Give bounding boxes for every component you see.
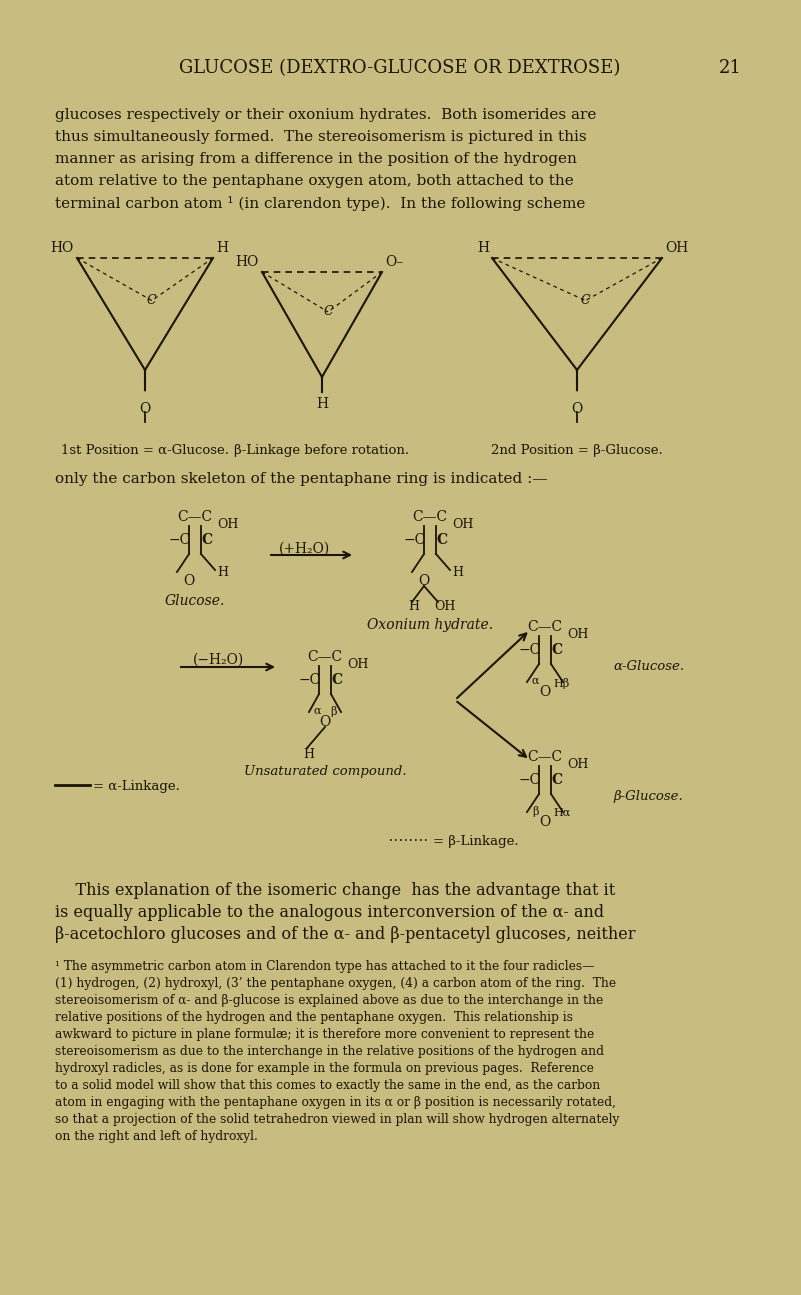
Text: H: H [408, 600, 419, 613]
Text: relative positions of the hydrogen and the pentaphane oxygen.  This relationship: relative positions of the hydrogen and t… [55, 1011, 573, 1024]
Text: β: β [330, 706, 336, 717]
Text: C: C [147, 294, 157, 307]
Text: H: H [452, 566, 463, 579]
Text: GLUCOSE (DEXTRO-GLUCOSE OR DEXTROSE): GLUCOSE (DEXTRO-GLUCOSE OR DEXTROSE) [179, 60, 621, 76]
Text: C—C: C—C [308, 650, 343, 664]
Text: β-Glucose.: β-Glucose. [613, 790, 682, 803]
Text: stereoisomerism of α- and β-glucose is explained above as due to the interchange: stereoisomerism of α- and β-glucose is e… [55, 995, 603, 1008]
Text: This explanation of the isomeric change  has the advantage that it: This explanation of the isomeric change … [55, 882, 615, 899]
Text: (1) hydrogen, (2) hydroxyl, (3’ the pentaphane oxygen, (4) a carbon atom of the : (1) hydrogen, (2) hydroxyl, (3’ the pent… [55, 976, 616, 989]
Text: C—C: C—C [527, 750, 562, 764]
Text: Glucose.: Glucose. [165, 594, 225, 607]
Text: β-Linkage before rotation.: β-Linkage before rotation. [235, 444, 409, 457]
Text: H: H [304, 749, 315, 761]
Text: terminal carbon atom ¹ (in clarendon type).  In the following scheme: terminal carbon atom ¹ (in clarendon typ… [55, 196, 586, 211]
Text: β-acetochloro glucoses and of the α- and β-pentacetyl glucoses, neither: β-acetochloro glucoses and of the α- and… [55, 926, 635, 943]
Text: C: C [551, 773, 562, 787]
Text: 2nd Position = β-Glucose.: 2nd Position = β-Glucose. [491, 444, 663, 457]
Text: −C: −C [404, 534, 426, 546]
Text: C: C [551, 644, 562, 657]
Text: C—C: C—C [413, 510, 448, 524]
Text: 1st Position = α-Glucose.: 1st Position = α-Glucose. [61, 444, 229, 457]
Text: (+H₂O): (+H₂O) [280, 543, 331, 556]
Text: β: β [533, 805, 539, 817]
Text: O: O [183, 574, 195, 588]
Text: H: H [316, 398, 328, 411]
Text: is equally applicable to the analogous interconversion of the α- and: is equally applicable to the analogous i… [55, 904, 604, 921]
Text: C: C [323, 306, 332, 319]
Text: C—C: C—C [527, 620, 562, 635]
Text: glucoses respectively or their oxonium hydrates.  Both isomerides are: glucoses respectively or their oxonium h… [55, 107, 597, 122]
Text: O: O [539, 815, 550, 829]
Text: α: α [532, 676, 539, 686]
Text: = α-Linkage.: = α-Linkage. [93, 780, 180, 793]
Text: HO: HO [235, 255, 259, 269]
Text: HO: HO [50, 241, 74, 255]
Text: Hβ: Hβ [553, 679, 570, 689]
Text: O: O [418, 574, 429, 588]
Text: H: H [477, 241, 489, 255]
Text: C: C [581, 294, 590, 307]
Text: ¹ The asymmetric carbon atom in Clarendon type has attached to it the four radic: ¹ The asymmetric carbon atom in Clarendo… [55, 960, 594, 973]
Text: C: C [436, 534, 447, 546]
Text: H: H [217, 566, 228, 579]
Text: OH: OH [567, 628, 589, 641]
Text: −C: −C [299, 673, 321, 688]
Text: (−H₂O): (−H₂O) [192, 653, 244, 667]
Text: Hα: Hα [553, 808, 570, 818]
Text: OH: OH [347, 658, 368, 671]
Text: atom relative to the pentaphane oxygen atom, both attached to the: atom relative to the pentaphane oxygen a… [55, 174, 574, 188]
Text: = β-Linkage.: = β-Linkage. [433, 835, 518, 848]
Text: −C: −C [169, 534, 191, 546]
Text: thus simultaneously formed.  The stereoisomerism is pictured in this: thus simultaneously formed. The stereois… [55, 130, 586, 144]
Text: Unsaturated compound.: Unsaturated compound. [244, 765, 406, 778]
Text: atom in engaging with the pentaphane oxygen in its α or β position is necessaril: atom in engaging with the pentaphane oxy… [55, 1096, 616, 1109]
Text: O: O [139, 401, 151, 416]
Text: OH: OH [217, 518, 239, 531]
Text: −C: −C [519, 644, 541, 657]
Text: OH: OH [665, 241, 688, 255]
Text: O: O [571, 401, 582, 416]
Text: O: O [539, 685, 550, 699]
Text: 21: 21 [718, 60, 742, 76]
Text: to a solid model will show that this comes to exactly the same in the end, as th: to a solid model will show that this com… [55, 1079, 600, 1092]
Text: H: H [216, 241, 228, 255]
Text: α: α [313, 706, 321, 716]
Text: O: O [320, 715, 331, 729]
Text: on the right and left of hydroxyl.: on the right and left of hydroxyl. [55, 1131, 258, 1143]
Text: O–: O– [385, 255, 403, 269]
Text: C: C [201, 534, 212, 546]
Text: OH: OH [452, 518, 473, 531]
Text: C: C [331, 673, 342, 688]
Text: so that a projection of the solid tetrahedron viewed in plan will show hydrogen : so that a projection of the solid tetrah… [55, 1112, 619, 1125]
Text: awkward to picture in plane formulæ; it is therefore more convenient to represen: awkward to picture in plane formulæ; it … [55, 1028, 594, 1041]
Text: C—C: C—C [178, 510, 212, 524]
Text: Oxonium hydrate.: Oxonium hydrate. [367, 618, 493, 632]
Text: OH: OH [434, 600, 456, 613]
Text: only the carbon skeleton of the pentaphane ring is indicated :—: only the carbon skeleton of the pentapha… [55, 471, 548, 486]
Text: stereoisomerism as due to the interchange in the relative positions of the hydro: stereoisomerism as due to the interchang… [55, 1045, 604, 1058]
Text: OH: OH [567, 758, 589, 771]
Text: α-Glucose.: α-Glucose. [613, 660, 684, 673]
Text: −C: −C [519, 773, 541, 787]
Text: hydroxyl radicles, as is done for example in the formula on previous pages.  Ref: hydroxyl radicles, as is done for exampl… [55, 1062, 594, 1075]
Text: manner as arising from a difference in the position of the hydrogen: manner as arising from a difference in t… [55, 152, 577, 166]
